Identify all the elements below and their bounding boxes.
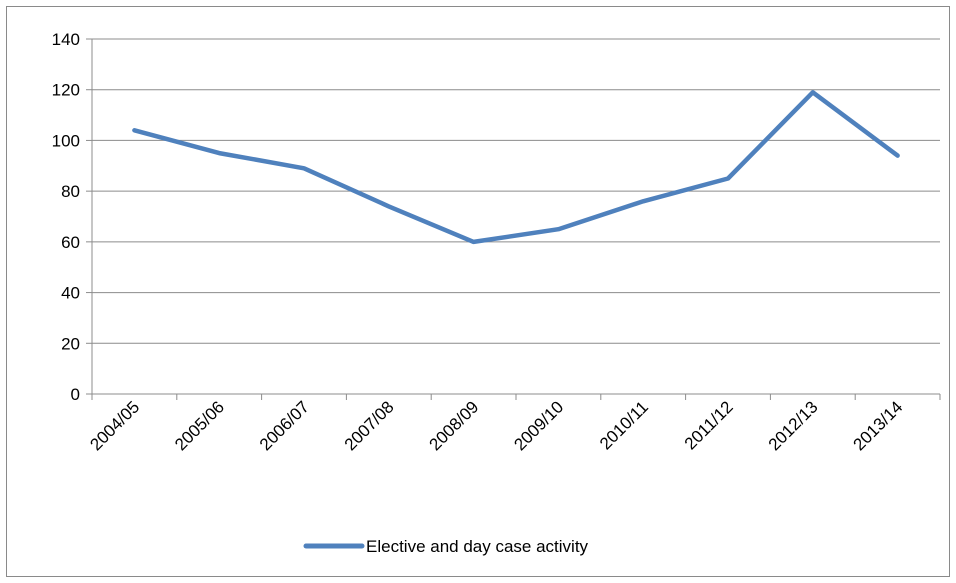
x-tick-label-0: 2004/05 <box>86 397 143 454</box>
legend: Elective and day case activity <box>303 537 589 556</box>
x-tick-label-1: 2005/06 <box>171 397 228 454</box>
y-tick-label-120: 120 <box>52 81 80 100</box>
x-tick-label-6: 2010/11 <box>596 397 652 453</box>
y-tick-label-80: 80 <box>61 182 80 201</box>
series-layer <box>132 90 900 245</box>
y-tick-labels: 0 20 40 60 80 100 120 140 <box>52 30 80 404</box>
series-line-0 <box>132 90 900 245</box>
x-tick-label-8: 2012/13 <box>765 397 822 454</box>
x-tick-label-9: 2013/14 <box>850 397 907 454</box>
x-tick-label-7: 2011/12 <box>681 397 737 453</box>
y-tick-label-0: 0 <box>71 385 80 404</box>
x-tick-label-2: 2006/07 <box>256 397 313 454</box>
legend-label: Elective and day case activity <box>366 537 589 556</box>
y-tick-label-40: 40 <box>61 284 80 303</box>
x-tick-label-5: 2009/10 <box>510 397 567 454</box>
y-tick-label-100: 100 <box>52 131 80 150</box>
axes <box>86 38 941 400</box>
x-tick-label-3: 2007/08 <box>341 397 398 454</box>
gridlines <box>92 38 940 344</box>
x-tick-label-4: 2008/09 <box>426 397 483 454</box>
y-tick-label-60: 60 <box>61 233 80 252</box>
chart-frame <box>6 6 950 577</box>
y-tick-label-140: 140 <box>52 30 80 49</box>
y-tick-label-20: 20 <box>61 334 80 353</box>
x-tick-labels: 2004/05 2005/06 2006/07 2007/08 2008/09 2009/… <box>86 397 906 454</box>
